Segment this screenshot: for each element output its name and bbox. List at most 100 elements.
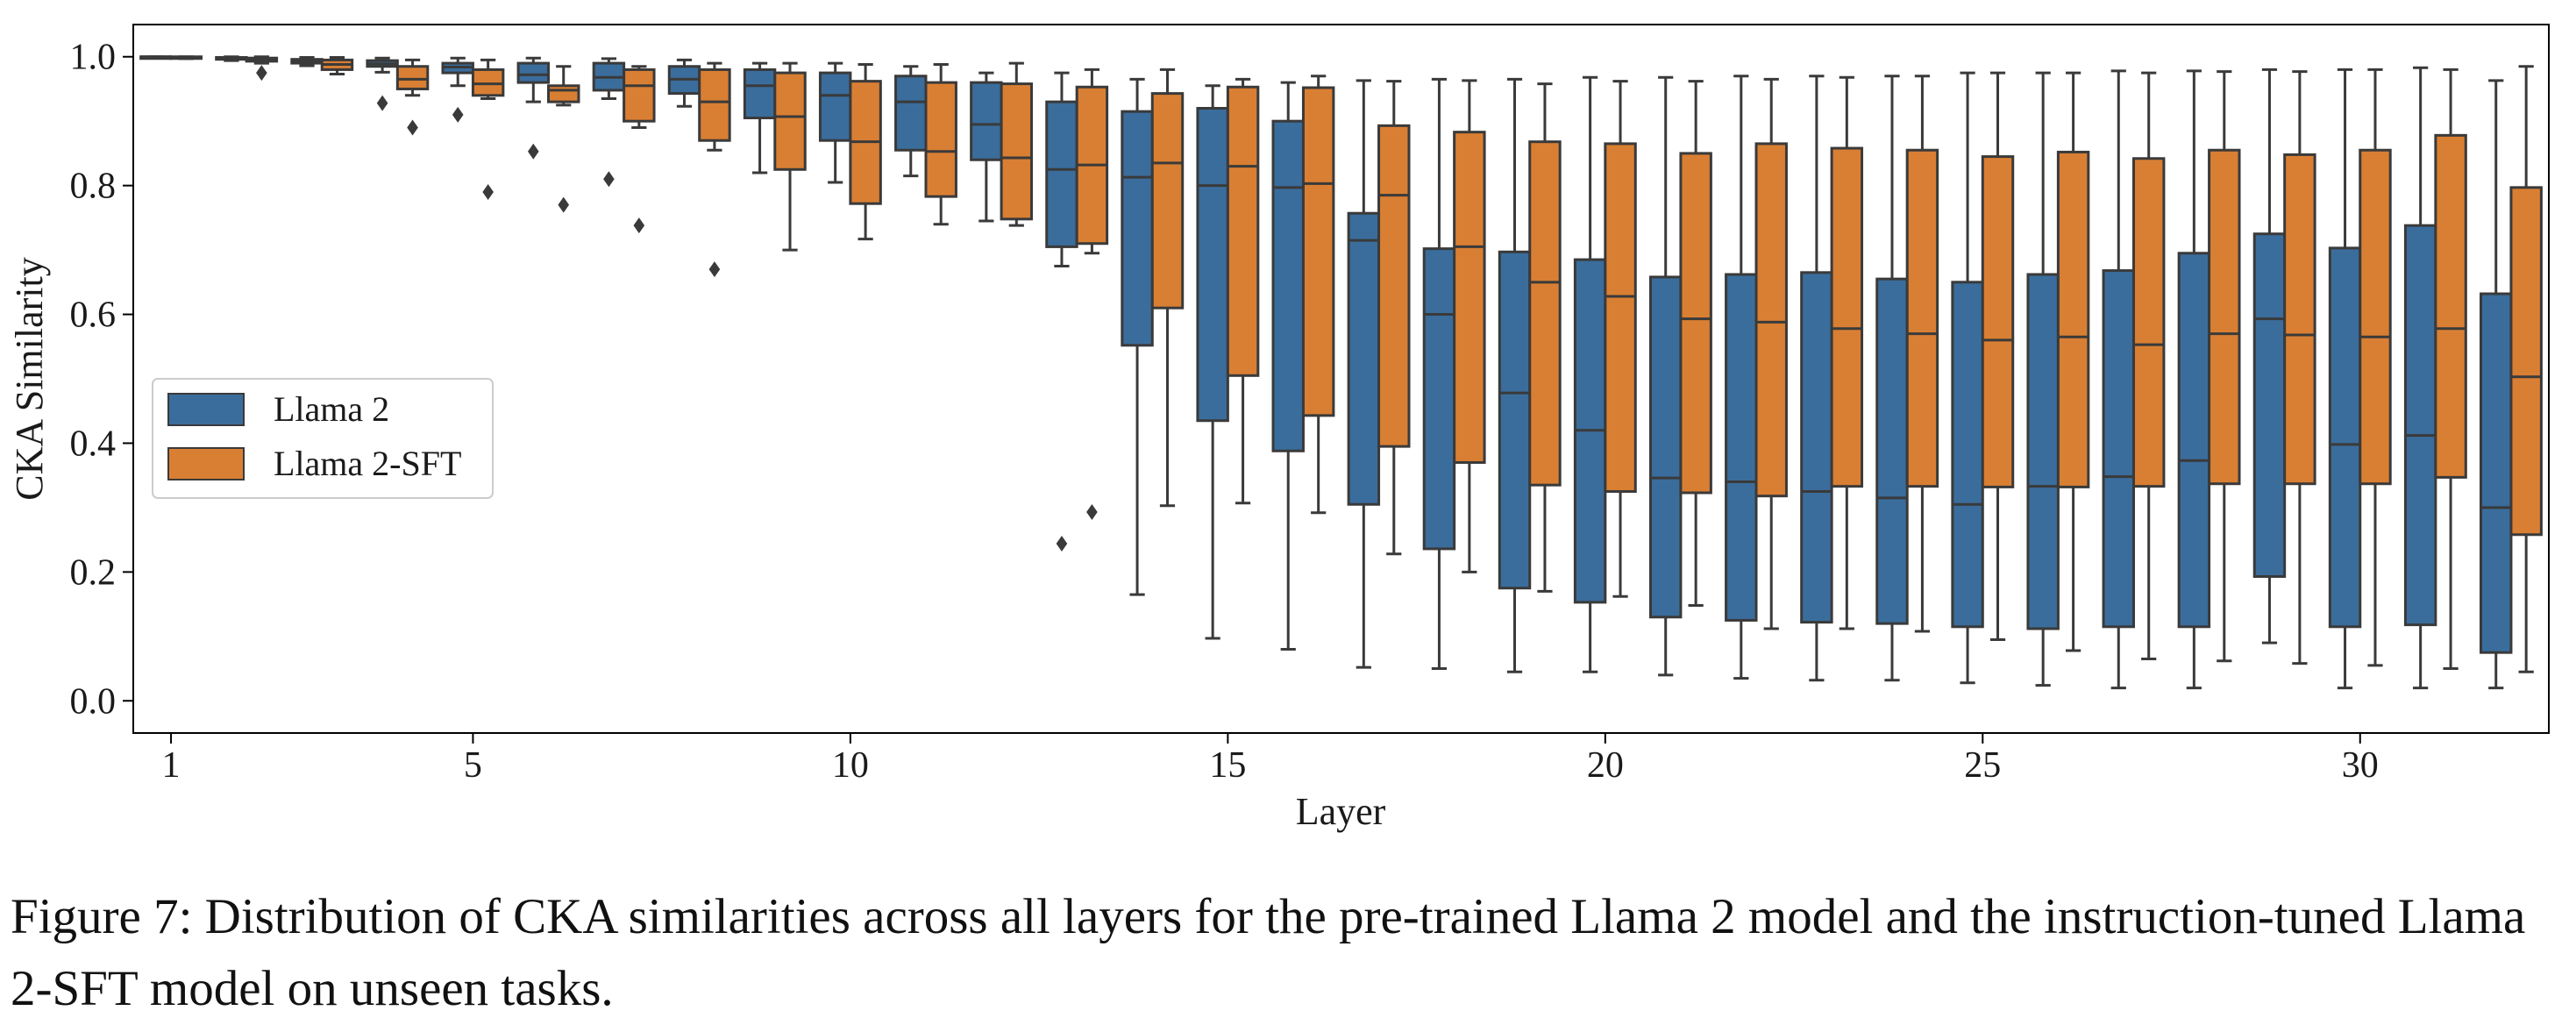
outlier-point xyxy=(558,196,570,213)
box-llama2-sft-layer-19 xyxy=(1528,82,1562,593)
box-llama2-sft-layer-6 xyxy=(547,65,580,213)
box-iqr xyxy=(1981,155,2015,488)
box-iqr xyxy=(1347,211,1381,506)
box-iqr xyxy=(1528,140,1562,487)
box-llama2-layer-15 xyxy=(1196,84,1229,640)
box-iqr xyxy=(1498,250,1532,590)
box-llama2-sft-layer-1 xyxy=(169,55,203,61)
box-iqr xyxy=(1648,275,1683,619)
y-tick-label: 0.0 xyxy=(70,681,117,722)
box-llama2-sft-layer-28 xyxy=(2208,70,2241,663)
box-llama2-sft-layer-18 xyxy=(1453,79,1486,573)
box-llama2-layer-24 xyxy=(1875,75,1909,682)
box-llama2-layer-3 xyxy=(290,55,324,68)
box-llama2-sft-layer-16 xyxy=(1301,75,1335,515)
outlier-point xyxy=(452,106,464,123)
box-llama2-layer-14 xyxy=(1121,77,1154,596)
box-llama2-layer-5 xyxy=(441,56,474,123)
y-tick-label: 0.2 xyxy=(70,552,117,593)
box-iqr xyxy=(1301,86,1335,417)
box-iqr xyxy=(2359,148,2392,486)
box-iqr xyxy=(2177,252,2211,629)
box-llama2-layer-8 xyxy=(667,58,701,108)
box-llama2-layer-25 xyxy=(1951,71,1984,685)
box-iqr xyxy=(924,81,957,198)
box-iqr xyxy=(2026,273,2060,630)
box-iqr xyxy=(1196,106,1229,423)
box-iqr xyxy=(1905,148,1939,488)
box-llama2-sft-layer-15 xyxy=(1226,77,1260,505)
box-llama2-sft-layer-14 xyxy=(1150,68,1185,508)
box-llama2-sft-layer-30 xyxy=(2359,68,2392,667)
box-llama2-layer-31 xyxy=(2403,66,2437,690)
box-llama2-layer-27 xyxy=(2102,69,2135,690)
box-llama2-layer-13 xyxy=(1045,71,1078,552)
y-axis: 0.0 0.2 0.4 0.6 0.8 1.0 xyxy=(70,38,133,722)
box-llama2-layer-2 xyxy=(215,55,248,62)
box-llama2-layer-10 xyxy=(818,61,852,184)
box-iqr xyxy=(1679,152,1712,495)
box-llama2-sft-layer-3 xyxy=(320,55,354,76)
box-iqr xyxy=(2056,150,2090,488)
box-llama2-layer-9 xyxy=(743,61,777,174)
y-tick-label: 0.6 xyxy=(70,295,117,336)
outlier-point xyxy=(633,217,645,234)
y-tick-label: 1.0 xyxy=(70,38,117,78)
legend-swatch-llama2 xyxy=(167,393,245,426)
box-iqr xyxy=(698,68,731,142)
box-llama2-sft-layer-21 xyxy=(1679,80,1712,608)
box-iqr xyxy=(2328,246,2362,629)
x-axis: 1 5 10 15 20 25 30 xyxy=(162,733,2379,786)
box-llama2-sft-layer-22 xyxy=(1754,77,1788,630)
box-llama2-sft-layer-26 xyxy=(2056,71,2090,652)
outlier-point xyxy=(1086,504,1098,521)
box-iqr xyxy=(970,81,1003,161)
box-iqr xyxy=(1754,142,1788,498)
box-llama2-sft-layer-11 xyxy=(924,63,957,226)
legend-swatch-llama2-sft xyxy=(167,447,245,480)
box-llama2-layer-32 xyxy=(2480,79,2513,690)
box-iqr xyxy=(773,71,807,171)
box-llama2-layer-7 xyxy=(592,57,626,188)
box-llama2-sft-layer-9 xyxy=(773,61,807,252)
box-iqr xyxy=(2434,133,2467,479)
box-iqr xyxy=(2283,153,2316,486)
box-llama2-sft-layer-20 xyxy=(1604,80,1637,598)
x-tick-label: 5 xyxy=(464,745,482,786)
x-tick-label: 1 xyxy=(162,745,181,786)
box-llama2-sft-layer-27 xyxy=(2131,71,2166,661)
box-llama2-sft-layer-31 xyxy=(2434,68,2467,671)
box-llama2-sft-layer-17 xyxy=(1377,80,1411,556)
outlier-point xyxy=(407,119,418,136)
outlier-point xyxy=(482,183,494,200)
box-llama2-layer-4 xyxy=(366,56,399,111)
box-iqr xyxy=(2509,186,2543,537)
box-llama2-layer-1 xyxy=(139,55,173,61)
box-llama2-layer-18 xyxy=(1422,77,1456,671)
box-iqr xyxy=(1875,277,1909,625)
box-iqr xyxy=(1951,281,1984,629)
box-llama2-layer-6 xyxy=(516,56,551,160)
box-iqr xyxy=(2131,157,2166,488)
box-iqr xyxy=(1422,247,1456,551)
box-iqr xyxy=(894,75,928,152)
box-llama2-sft-layer-32 xyxy=(2509,65,2543,673)
box-iqr xyxy=(1830,146,1864,488)
box-iqr xyxy=(1121,110,1154,347)
box-llama2-layer-26 xyxy=(2026,71,2060,687)
outlier-point xyxy=(708,261,721,278)
box-iqr xyxy=(623,68,656,123)
box-iqr xyxy=(2480,292,2513,654)
x-tick-label: 25 xyxy=(1964,745,2001,786)
box-iqr xyxy=(818,71,852,142)
box-iqr xyxy=(2102,269,2135,629)
x-tick-label: 20 xyxy=(1587,745,1624,786)
box-iqr xyxy=(1377,124,1411,448)
box-llama2-layer-21 xyxy=(1648,75,1683,677)
box-llama2-layer-30 xyxy=(2328,68,2362,690)
box-iqr xyxy=(1453,131,1486,464)
box-iqr xyxy=(1725,273,1758,622)
box-iqr xyxy=(743,68,777,120)
box-iqr xyxy=(516,61,551,84)
box-iqr xyxy=(1604,142,1637,494)
